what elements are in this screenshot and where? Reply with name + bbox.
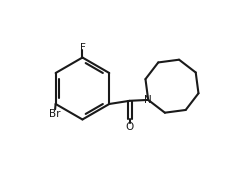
Text: F: F (80, 43, 85, 53)
Text: N: N (144, 95, 152, 105)
Text: Br: Br (49, 109, 60, 119)
Text: O: O (126, 122, 134, 132)
